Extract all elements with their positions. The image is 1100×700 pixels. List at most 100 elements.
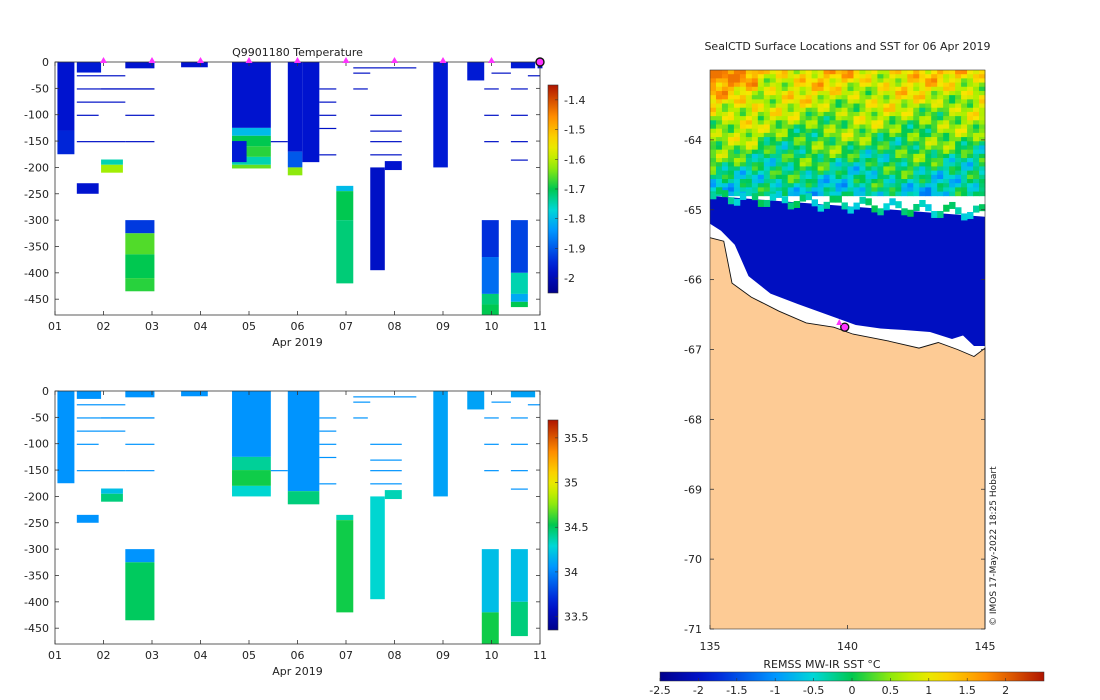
sst-cell: [841, 179, 848, 184]
sst-cell: [889, 90, 896, 96]
sst-cell: [721, 174, 729, 180]
sst-cell: [865, 78, 872, 83]
profile-11-seg-0: [384, 490, 402, 500]
sst-cell: [745, 153, 753, 159]
sst-cell: [763, 86, 771, 92]
sst-cell: [835, 86, 842, 92]
sst-cell: [793, 132, 801, 138]
sst-cell: [763, 103, 771, 109]
sst-cell: [751, 174, 759, 180]
sst-cell: [835, 107, 842, 113]
sst-cell: [859, 90, 866, 96]
sst-cell: [961, 179, 968, 184]
sst-cell: [727, 166, 735, 172]
sst-cell: [710, 120, 717, 125]
sst-cell: [841, 158, 848, 163]
sst-cell: [949, 116, 956, 121]
sst-cell: [973, 205, 980, 213]
sst-cell: [907, 183, 914, 188]
sst-cell: [847, 206, 854, 214]
sst-cell: [859, 74, 866, 79]
sst-cell: [763, 145, 771, 151]
sst-cell: [841, 149, 848, 155]
sst-cell: [733, 90, 741, 96]
sst-cell: [793, 107, 801, 113]
sst-cell: [913, 99, 920, 104]
sst-cell: [835, 82, 842, 88]
sst-cell: [907, 103, 914, 109]
sst-cell: [973, 70, 980, 75]
sst-cell: [955, 116, 962, 121]
profile-thin-21: [484, 114, 499, 116]
sst-cell: [841, 86, 848, 92]
sst-cell: [721, 162, 729, 167]
sst-cell: [739, 153, 747, 159]
sst-cell: [811, 111, 819, 117]
sst-cell: [781, 82, 789, 88]
sst-cell: [949, 166, 956, 172]
profile-0-seg-0: [57, 62, 75, 131]
sst-cell: [775, 162, 783, 167]
sst-cell: [853, 170, 860, 176]
sst-cell: [961, 128, 968, 134]
sst-cell: [865, 132, 872, 138]
sst-cell: [817, 145, 824, 151]
sst-cell: [727, 197, 735, 205]
sst-cell: [865, 90, 872, 96]
profile-14-seg-1: [481, 612, 499, 644]
sst-cell: [853, 174, 860, 180]
sst-cell: [757, 187, 765, 192]
sst-cell: [853, 107, 860, 113]
sst-cell: [841, 99, 848, 104]
sst-cell: [817, 103, 824, 109]
sst-cell: [883, 162, 890, 167]
sst-cell: [769, 124, 777, 130]
sst-cell: [811, 149, 819, 155]
sst-cell: [781, 78, 789, 83]
sst-cell: [949, 70, 956, 75]
profile-17-seg-0: [510, 220, 528, 273]
sst-cell: [853, 179, 860, 184]
sst-cell: [889, 179, 896, 184]
sst-cell: [871, 137, 878, 142]
sst-cell: [841, 170, 848, 176]
sst-cell: [865, 103, 872, 109]
sst-cell: [829, 158, 836, 163]
sst-cell: [781, 116, 789, 121]
sst-cell: [967, 145, 974, 151]
sst-cell: [895, 166, 902, 172]
sst-cell: [901, 187, 908, 192]
sst-cell: [835, 124, 842, 130]
sst-cell: [973, 149, 980, 155]
sst-cell: [871, 99, 878, 104]
profile-thin-27: [491, 401, 511, 403]
sst-cell: [745, 183, 753, 188]
sst-cell: [859, 95, 866, 100]
sst-cell: [913, 153, 920, 159]
sst-cell: [781, 191, 789, 197]
sst-cell: [769, 149, 777, 155]
sst-cell: [805, 153, 813, 159]
sst-cell: [901, 166, 908, 172]
sst-cell: [895, 141, 902, 146]
profile-7-seg-5: [232, 164, 271, 169]
sst-cell: [769, 158, 777, 163]
sst-cell: [913, 95, 920, 100]
profile-8-seg-0: [232, 141, 247, 163]
sst-cell: [931, 187, 938, 192]
sst-cell: [793, 162, 801, 167]
sst-cell: [919, 166, 926, 172]
sst-cell: [877, 153, 884, 159]
sst-cell: [925, 86, 932, 92]
sst-cell: [895, 70, 902, 75]
sst-cell: [865, 162, 872, 167]
sst-cell: [859, 183, 866, 188]
sst-cell: [739, 82, 747, 88]
sst-cell: [823, 124, 830, 130]
sst-cell: [955, 187, 962, 192]
sst-cell: [901, 128, 908, 134]
sst-cell: [979, 137, 986, 142]
profile-11-seg-0: [336, 185, 354, 192]
sst-cell: [739, 187, 747, 192]
sst-cell: [721, 78, 729, 83]
